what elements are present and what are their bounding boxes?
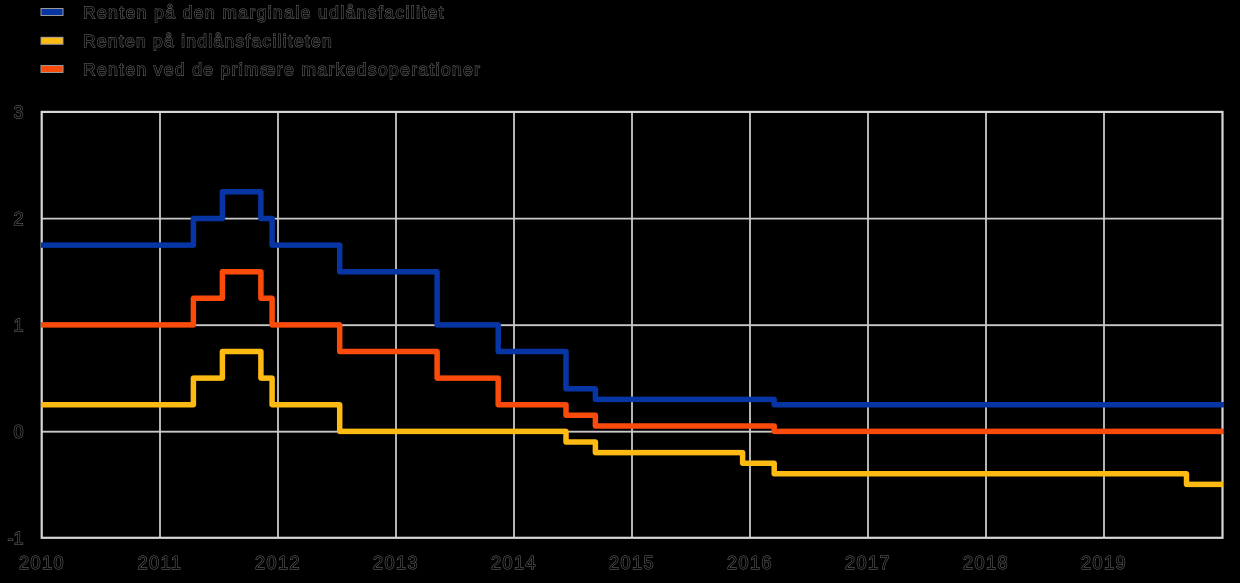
svg-text:2017: 2017 xyxy=(845,553,891,573)
svg-text:2013: 2013 xyxy=(373,553,419,573)
svg-text:2014: 2014 xyxy=(491,553,537,573)
svg-text:2010: 2010 xyxy=(19,553,65,573)
svg-text:2011: 2011 xyxy=(138,553,183,573)
svg-text:2015: 2015 xyxy=(609,553,655,573)
svg-text:3: 3 xyxy=(13,102,23,122)
svg-text:Renten ved de primære markedso: Renten ved de primære markedsoperationer xyxy=(83,59,481,79)
svg-text:2016: 2016 xyxy=(727,553,773,573)
svg-text:2012: 2012 xyxy=(255,553,301,573)
svg-text:Renten på den marginale udlåns: Renten på den marginale udlånsfacilitet xyxy=(83,2,445,22)
svg-text:2: 2 xyxy=(13,209,23,229)
svg-text:1: 1 xyxy=(13,316,23,336)
svg-text:0: 0 xyxy=(13,422,23,442)
svg-text:Renten på indlånsfaciliteten: Renten på indlånsfaciliteten xyxy=(83,31,333,51)
svg-text:-1: -1 xyxy=(7,528,23,548)
svg-text:2018: 2018 xyxy=(963,553,1009,573)
svg-text:2019: 2019 xyxy=(1081,553,1127,573)
